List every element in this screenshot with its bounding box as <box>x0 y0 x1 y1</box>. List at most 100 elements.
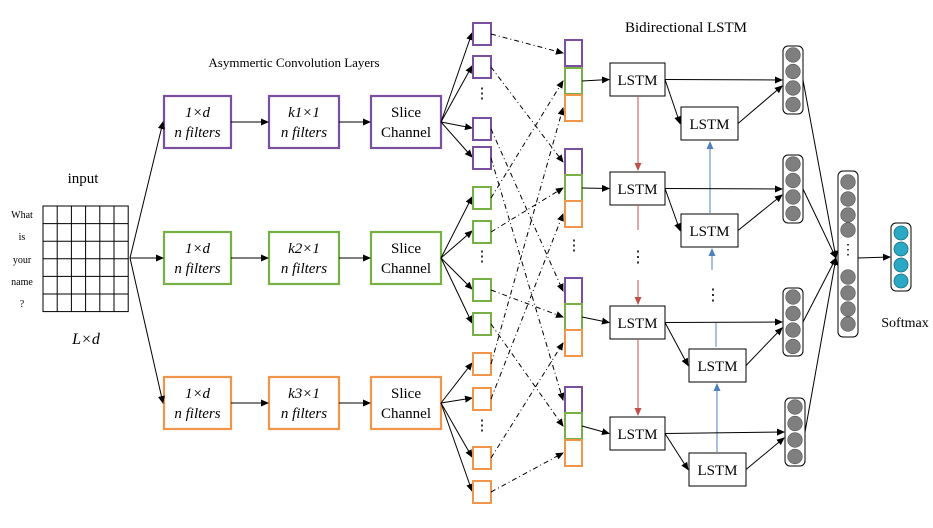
shuffle-connection <box>490 128 564 292</box>
conv-1xd-box-top-label: 1×d <box>185 241 211 257</box>
channel-box <box>472 146 492 170</box>
conv-1xd-box <box>162 230 233 286</box>
slice-channel-box-top-label: Slice <box>391 241 421 257</box>
slice-channel-box-top-label: Slice <box>391 105 421 121</box>
slice-channel-box-bottom-label: Channel <box>381 261 431 277</box>
lstm-forward-box <box>609 305 666 340</box>
conv-1xd-box <box>162 94 233 150</box>
input-word: What <box>11 210 33 221</box>
concat-hidden-node <box>840 316 856 332</box>
conv-kx1-box-top-label: k1×1 <box>288 105 320 121</box>
conv-kx1-box-bottom-label: n filters <box>281 261 327 277</box>
lstm-to-hidden-arrow <box>664 318 783 326</box>
slice-to-channel-arrow <box>440 196 473 259</box>
hidden-state-node <box>785 156 801 172</box>
conv-1xd-box <box>162 375 233 431</box>
conv-kx1-box <box>267 94 341 150</box>
conv-kx1-box-top-label: k3×1 <box>288 386 320 402</box>
shuffle-connection <box>490 157 565 401</box>
channel-box <box>472 55 492 79</box>
concat-hidden-node <box>840 207 856 223</box>
hidden-state-node <box>787 448 803 465</box>
slice-to-channel-arrow <box>440 121 473 158</box>
forward-ellipsis: ⋮ <box>630 249 646 266</box>
conv-1xd-box-top-label: 1×d <box>185 105 211 121</box>
lstm-forward-box <box>609 171 666 206</box>
slice-channel-box-bottom-label: Channel <box>381 406 431 422</box>
hidden-state-node <box>787 432 803 448</box>
softmax-label: Softmax <box>881 316 928 331</box>
concat-channel-box <box>564 39 583 67</box>
hidden-state-node <box>785 47 801 63</box>
concat-channel-box <box>564 412 583 440</box>
shuffle-connection <box>490 80 564 199</box>
input-word: name <box>11 277 33 288</box>
lstm-forward-label: LSTM <box>617 182 657 198</box>
backward-ellipsis: ⋮ <box>705 287 721 304</box>
shuffle-connection <box>490 289 564 318</box>
concat-hidden-node <box>840 301 856 317</box>
slice-to-channel-arrow <box>440 257 473 324</box>
concat-channel-box <box>564 386 583 414</box>
lstm-backward-box <box>688 348 747 383</box>
hidden-state-node <box>785 338 801 355</box>
lstm-forward-label: LSTM <box>617 427 657 443</box>
shuffle-connection <box>490 33 564 55</box>
lstm-backward-box <box>680 106 739 141</box>
concat-to-lstm-arrow <box>581 316 610 325</box>
input-word: ? <box>20 299 25 310</box>
conv-1xd-box-bottom-label: n filters <box>174 406 220 422</box>
fwd-to-bwd-arrow <box>664 322 689 367</box>
concat-channel-box <box>564 329 583 357</box>
softmax-node <box>893 273 909 289</box>
concat-to-softmax-arrow <box>857 253 891 261</box>
slice-to-channel-arrow <box>440 32 474 123</box>
hidden-state-node <box>785 289 801 305</box>
concat-channel-box <box>564 148 583 176</box>
shuffle-connection <box>490 107 565 365</box>
lstm-forward-label: LSTM <box>617 73 657 89</box>
conv-kx1-box <box>267 230 341 286</box>
concat-channel-box <box>564 303 583 331</box>
shuffle-connection <box>490 187 564 233</box>
concat-hidden-node <box>840 174 856 190</box>
slice-channel-box <box>369 230 443 286</box>
lstm-to-hidden-arrow <box>745 327 783 366</box>
lstm-backward-label: LSTM <box>697 463 737 479</box>
lstm-backward-label: LSTM <box>697 359 737 375</box>
conv-kx1-box-bottom-label: n filters <box>281 406 327 422</box>
channel-box <box>472 220 492 244</box>
channel-ellipsis: ⋮ <box>475 418 490 434</box>
input-label: input <box>68 171 100 187</box>
lstm-to-hidden-arrow <box>737 194 783 231</box>
hidden-to-concat-arrow <box>802 257 837 323</box>
conv-layers-title: Asymmertic Convolution Layers <box>208 55 379 70</box>
channel-box <box>472 278 492 302</box>
hidden-state-node <box>785 305 801 322</box>
shuffle-connection <box>490 323 564 427</box>
fwd-to-bwd-arrow <box>664 79 682 125</box>
hidden-state-node <box>785 63 801 80</box>
lstm-forward-label: LSTM <box>617 316 657 332</box>
slice-channel-box-top-label: Slice <box>391 386 421 402</box>
concat-hidden-node <box>840 191 856 207</box>
softmax-node <box>893 225 909 241</box>
softmax-column <box>890 222 912 292</box>
slice-to-channel-arrow <box>440 121 473 131</box>
concat-channel-box <box>564 67 583 95</box>
channel-box <box>472 352 492 376</box>
conv-1xd-box-bottom-label: n filters <box>174 125 220 141</box>
channel-box <box>472 480 492 504</box>
hidden-state-node <box>787 399 803 415</box>
bilstm-title: Bidirectional LSTM <box>625 20 747 36</box>
hidden-state-node <box>785 80 801 96</box>
lstm-to-hidden-arrow <box>664 428 785 436</box>
concat-hidden-node <box>840 285 856 301</box>
channel-box <box>472 186 492 210</box>
shuffle-connection <box>490 342 564 459</box>
shuffle-connection <box>490 452 564 493</box>
hidden-to-concat-arrow <box>802 188 837 259</box>
lstm-forward-box <box>609 416 666 451</box>
concat-channel-box <box>564 200 583 228</box>
softmax-node <box>893 257 909 273</box>
